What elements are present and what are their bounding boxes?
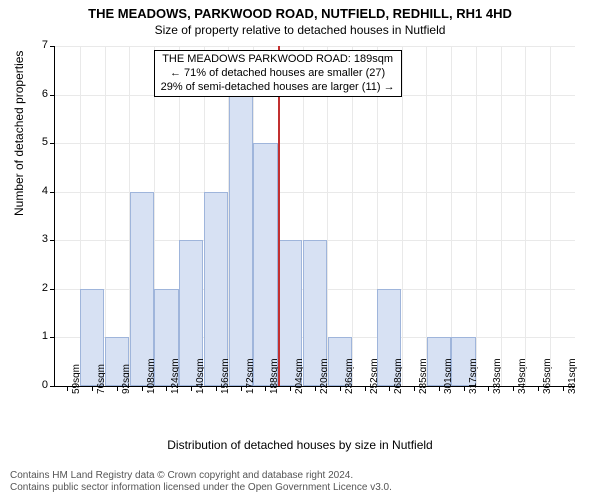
gridline-h — [55, 143, 575, 144]
gridline-v — [451, 46, 452, 386]
xtick-mark — [488, 386, 489, 391]
xtick-mark — [439, 386, 440, 391]
xtick-mark — [389, 386, 390, 391]
footer-attribution: Contains HM Land Registry data © Crown c… — [10, 470, 392, 494]
xtick-mark — [290, 386, 291, 391]
y-axis-label: Number of detached properties — [12, 51, 26, 216]
gridline-v — [525, 46, 526, 386]
xtick-mark — [563, 386, 564, 391]
annot-line-3: 29% of semi-detached houses are larger (… — [161, 81, 395, 95]
ytick-mark — [50, 192, 55, 193]
gridline-v — [501, 46, 502, 386]
xtick-mark — [414, 386, 415, 391]
ytick-label: 7 — [28, 39, 48, 51]
ytick-label: 5 — [28, 136, 48, 148]
ytick-mark — [50, 386, 55, 387]
xtick-mark — [117, 386, 118, 391]
title-sub: Size of property relative to detached ho… — [0, 21, 600, 37]
xtick-mark — [166, 386, 167, 391]
gridline-v — [426, 46, 427, 386]
ytick-mark — [50, 46, 55, 47]
histogram-bar — [130, 192, 154, 386]
ytick-mark — [50, 143, 55, 144]
xtick-mark — [340, 386, 341, 391]
ytick-mark — [50, 289, 55, 290]
xtick-mark — [142, 386, 143, 391]
xtick-mark — [513, 386, 514, 391]
ytick-label: 1 — [28, 330, 48, 342]
xtick-mark — [265, 386, 266, 391]
chart-area: 59sqm76sqm92sqm108sqm124sqm140sqm156sqm1… — [54, 46, 574, 386]
annot-line-1: THE MEADOWS PARKWOOD ROAD: 189sqm — [161, 53, 395, 67]
gridline-v — [476, 46, 477, 386]
xtick-mark — [191, 386, 192, 391]
x-axis-label: Distribution of detached houses by size … — [0, 438, 600, 452]
xtick-mark — [365, 386, 366, 391]
histogram-bar — [204, 192, 228, 386]
xtick-mark — [241, 386, 242, 391]
chart-container: THE MEADOWS, PARKWOOD ROAD, NUTFIELD, RE… — [0, 0, 600, 500]
title-main: THE MEADOWS, PARKWOOD ROAD, NUTFIELD, RE… — [0, 0, 600, 21]
xtick-mark — [464, 386, 465, 391]
histogram-bar — [229, 95, 253, 386]
ytick-label: 2 — [28, 282, 48, 294]
ytick-mark — [50, 95, 55, 96]
plot-area: 59sqm76sqm92sqm108sqm124sqm140sqm156sqm1… — [54, 46, 575, 387]
ytick-mark — [50, 337, 55, 338]
xtick-mark — [315, 386, 316, 391]
ytick-label: 6 — [28, 88, 48, 100]
xtick-label: 381sqm — [567, 358, 578, 394]
ytick-mark — [50, 240, 55, 241]
annot-line-2: ← 71% of detached houses are smaller (27… — [161, 67, 395, 81]
ytick-label: 4 — [28, 185, 48, 197]
footer-line-1: Contains HM Land Registry data © Crown c… — [10, 470, 392, 482]
histogram-bar — [253, 143, 277, 386]
ytick-label: 3 — [28, 233, 48, 245]
xtick-mark — [216, 386, 217, 391]
gridline-v — [105, 46, 106, 386]
annotation-box: THE MEADOWS PARKWOOD ROAD: 189sqm← 71% o… — [154, 50, 402, 97]
footer-line-2: Contains public sector information licen… — [10, 482, 392, 494]
xtick-mark — [92, 386, 93, 391]
gridline-h — [55, 46, 575, 47]
ytick-label: 0 — [28, 379, 48, 391]
gridline-v — [550, 46, 551, 386]
xtick-mark — [538, 386, 539, 391]
gridline-v — [402, 46, 403, 386]
xtick-mark — [67, 386, 68, 391]
